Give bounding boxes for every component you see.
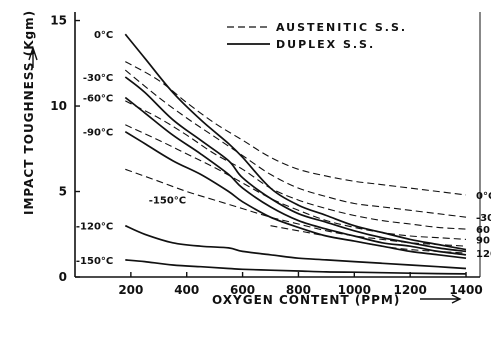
duplex-series-line [124,130,467,260]
x-axis-arrow-icon [420,294,462,304]
x-tick-label: 1000 [338,283,371,297]
duplex-temp-label: -30°C [83,73,113,84]
duplex-temp-label: -120°C [76,222,113,233]
legend-label-austenitic: AUSTENITIC S.S. [276,21,407,34]
legend-label-duplex: DUPLEX S.S. [276,38,375,51]
austenitic-series-line [125,100,467,230]
austenitic-temp-label: -30 [476,213,491,224]
series-group [124,33,467,275]
y-tick-label: 15 [50,14,67,28]
tick-group: 200 400 600 800 1000 1200 1400 0 5 10 15 [50,14,482,297]
y-tick-label: 10 [50,99,67,113]
austenitic-series-line [125,168,467,247]
duplex-temp-label: -60°C [83,93,113,104]
duplex-series-line [124,76,467,253]
duplex-series-line [124,96,467,256]
y-axis-arrow-icon [28,45,38,68]
austenitic-temp-label: -150°C [149,195,186,206]
duplex-series-line [125,259,467,275]
austenitic-temp-label: 90 [476,235,490,246]
x-axis-title: OXYGEN CONTENT (PPM) [212,293,400,307]
y-axis-title: IMPACT TOUGHNESS (Kgm) [22,10,36,215]
austenitic-temp-label: 60 [476,225,490,236]
x-tick-label: 600 [230,283,255,297]
austenitic-series-line [125,124,467,240]
duplex-temp-label: -90°C [83,128,113,139]
austenitic-temp-label: 120 [476,249,491,260]
austenitic-temp-label: 0°C [476,191,491,202]
series-label-group: 0°C -30°C -60°C -90°C -120°C -150°C 0°C -306090… [76,30,491,267]
duplex-temp-label: -150°C [76,256,113,267]
duplex-series-line [124,224,467,270]
austenitic-series-line [124,69,467,218]
austenitic-series-line [270,225,467,254]
duplex-series-line [124,33,467,251]
x-tick-label: 800 [286,283,311,297]
y-tick-label: 0 [59,270,67,284]
x-tick-label: 400 [174,283,199,297]
legend: AUSTENITIC S.S. DUPLEX S.S. [227,21,407,51]
x-tick-label: 200 [118,283,143,297]
austenitic-series-line [125,61,467,196]
duplex-temp-label: 0°C [94,30,113,41]
x-tick-label: 1400 [449,283,482,297]
y-tick-label: 5 [59,185,67,199]
x-tick-label: 1200 [393,283,426,297]
